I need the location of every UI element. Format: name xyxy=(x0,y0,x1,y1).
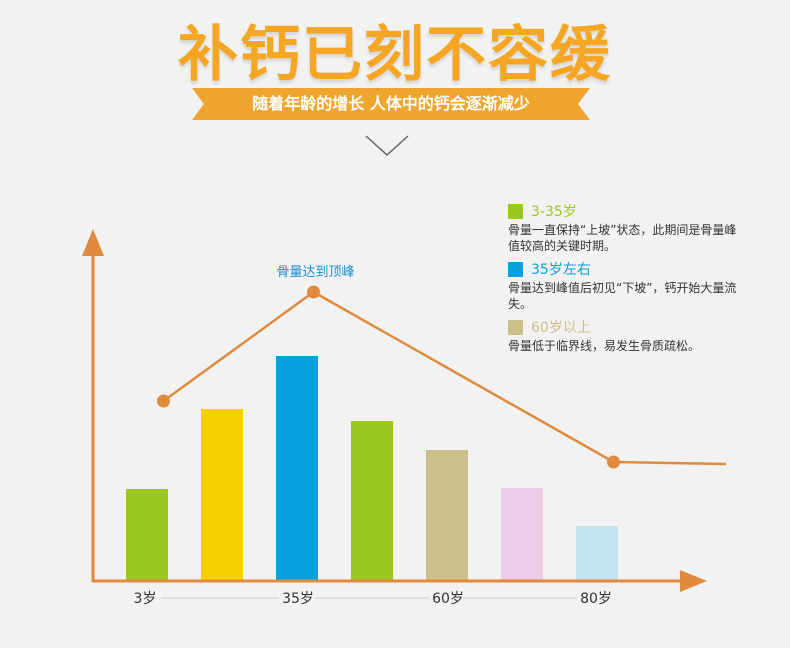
x-tick-label-3: 80岁 xyxy=(580,591,612,607)
page-title: 补钙已刻不容缓 xyxy=(178,20,612,90)
legend-swatch-0 xyxy=(508,203,523,219)
legend-item-1: 35岁左右 骨量达到峰值后初见“下坡”，钙开始大量流失。 xyxy=(508,258,778,312)
x-tick-label-2: 60岁 xyxy=(432,591,464,607)
subtitle-banner xyxy=(192,88,590,120)
x-axis-arrow xyxy=(680,570,707,592)
annotation-label: 骨量达到顶峰 xyxy=(276,265,354,280)
legend-swatch-2 xyxy=(508,319,523,335)
x-tick-label-1: 35岁 xyxy=(282,591,314,607)
legend-swatch-1 xyxy=(508,261,523,277)
bar-5 xyxy=(501,488,543,581)
trend-line xyxy=(162,290,727,466)
chevron-down-icon xyxy=(365,135,409,157)
bar-1 xyxy=(201,409,243,581)
legend-label-2: 60岁以上 xyxy=(531,320,591,336)
y-axis-arrow xyxy=(82,229,104,256)
subtitle-text: 随着年龄的增长 人体中的钙会逐渐减少 xyxy=(252,94,530,113)
trend-point-0 xyxy=(157,394,170,408)
bar-0 xyxy=(126,489,168,581)
bar-4 xyxy=(426,450,468,581)
legend-item-0: 3-35岁 骨量一直保持“上坡”状态，此期间是骨量峰值较高的关键时期。 xyxy=(508,200,778,254)
bar-3 xyxy=(351,421,393,581)
trend-point-2 xyxy=(607,455,620,469)
bar-2 xyxy=(276,356,318,581)
legend-label-1: 35岁左右 xyxy=(531,262,591,278)
legend-item-2: 60岁以上 骨量低于临界线，易发生骨质疏松。 xyxy=(508,316,778,354)
bar-6 xyxy=(576,526,618,581)
legend: 3-35岁 骨量一直保持“上坡”状态，此期间是骨量峰值较高的关键时期。 35岁左… xyxy=(508,200,778,358)
legend-label-0: 3-35岁 xyxy=(531,204,577,220)
legend-desc-2: 骨量低于临界线，易发生骨质疏松。 xyxy=(508,339,701,353)
legend-desc-0: 骨量一直保持“上坡”状态，此期间是骨量峰值较高的关键时期。 xyxy=(508,223,737,253)
x-tick-label-0: 3岁 xyxy=(134,591,157,607)
legend-desc-1: 骨量达到峰值后初见“下坡”，钙开始大量流失。 xyxy=(508,281,737,311)
trend-point-1 xyxy=(307,285,320,299)
